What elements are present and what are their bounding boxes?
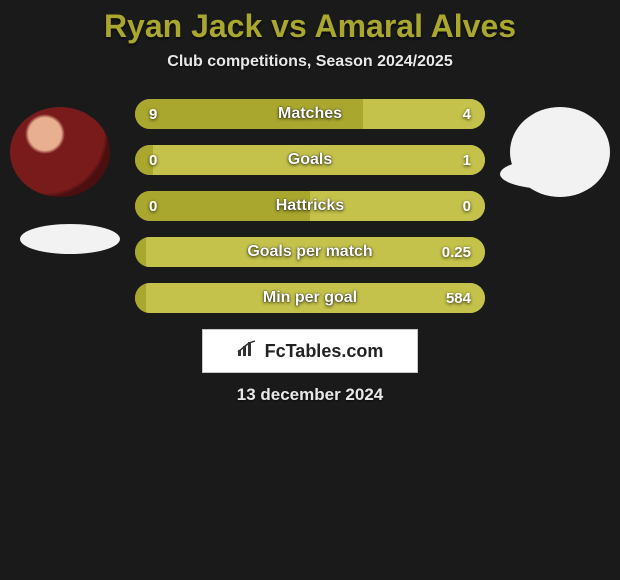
chart-icon: [237, 340, 259, 363]
stat-bar-label: Goals per match: [135, 237, 485, 267]
stat-bar-label: Min per goal: [135, 283, 485, 313]
subtitle: Club competitions, Season 2024/2025: [0, 53, 620, 71]
stat-bar-row: 00Hattricks: [135, 191, 485, 221]
source-logo-text: FcTables.com: [265, 341, 384, 362]
player1-placeholder: [20, 224, 120, 254]
player1-name: Ryan Jack: [104, 8, 262, 44]
source-logo: FcTables.com: [202, 329, 418, 373]
stat-bar-label: Goals: [135, 145, 485, 175]
player2-placeholder: [500, 159, 600, 189]
date-text: 13 december 2024: [0, 385, 620, 405]
stat-bar-label: Matches: [135, 99, 485, 129]
vs-text: vs: [271, 8, 307, 44]
page-title: Ryan Jack vs Amaral Alves: [0, 8, 620, 45]
stat-bar-row: 94Matches: [135, 99, 485, 129]
player2-name: Amaral Alves: [314, 8, 516, 44]
comparison-widget: Ryan Jack vs Amaral Alves Club competiti…: [0, 0, 620, 405]
stat-bar-row: 01Goals: [135, 145, 485, 175]
stat-bar-label: Hattricks: [135, 191, 485, 221]
stat-bar-row: 0.25Goals per match: [135, 237, 485, 267]
comparison-arena: 94Matches 01Goals 00Hattricks 0.25Goals per…: [0, 99, 620, 313]
stat-bars: 94Matches 01Goals 00Hattricks 0.25Goals per…: [135, 99, 485, 313]
stat-bar-row: 584Min per goal: [135, 283, 485, 313]
player1-avatar: [10, 107, 110, 197]
